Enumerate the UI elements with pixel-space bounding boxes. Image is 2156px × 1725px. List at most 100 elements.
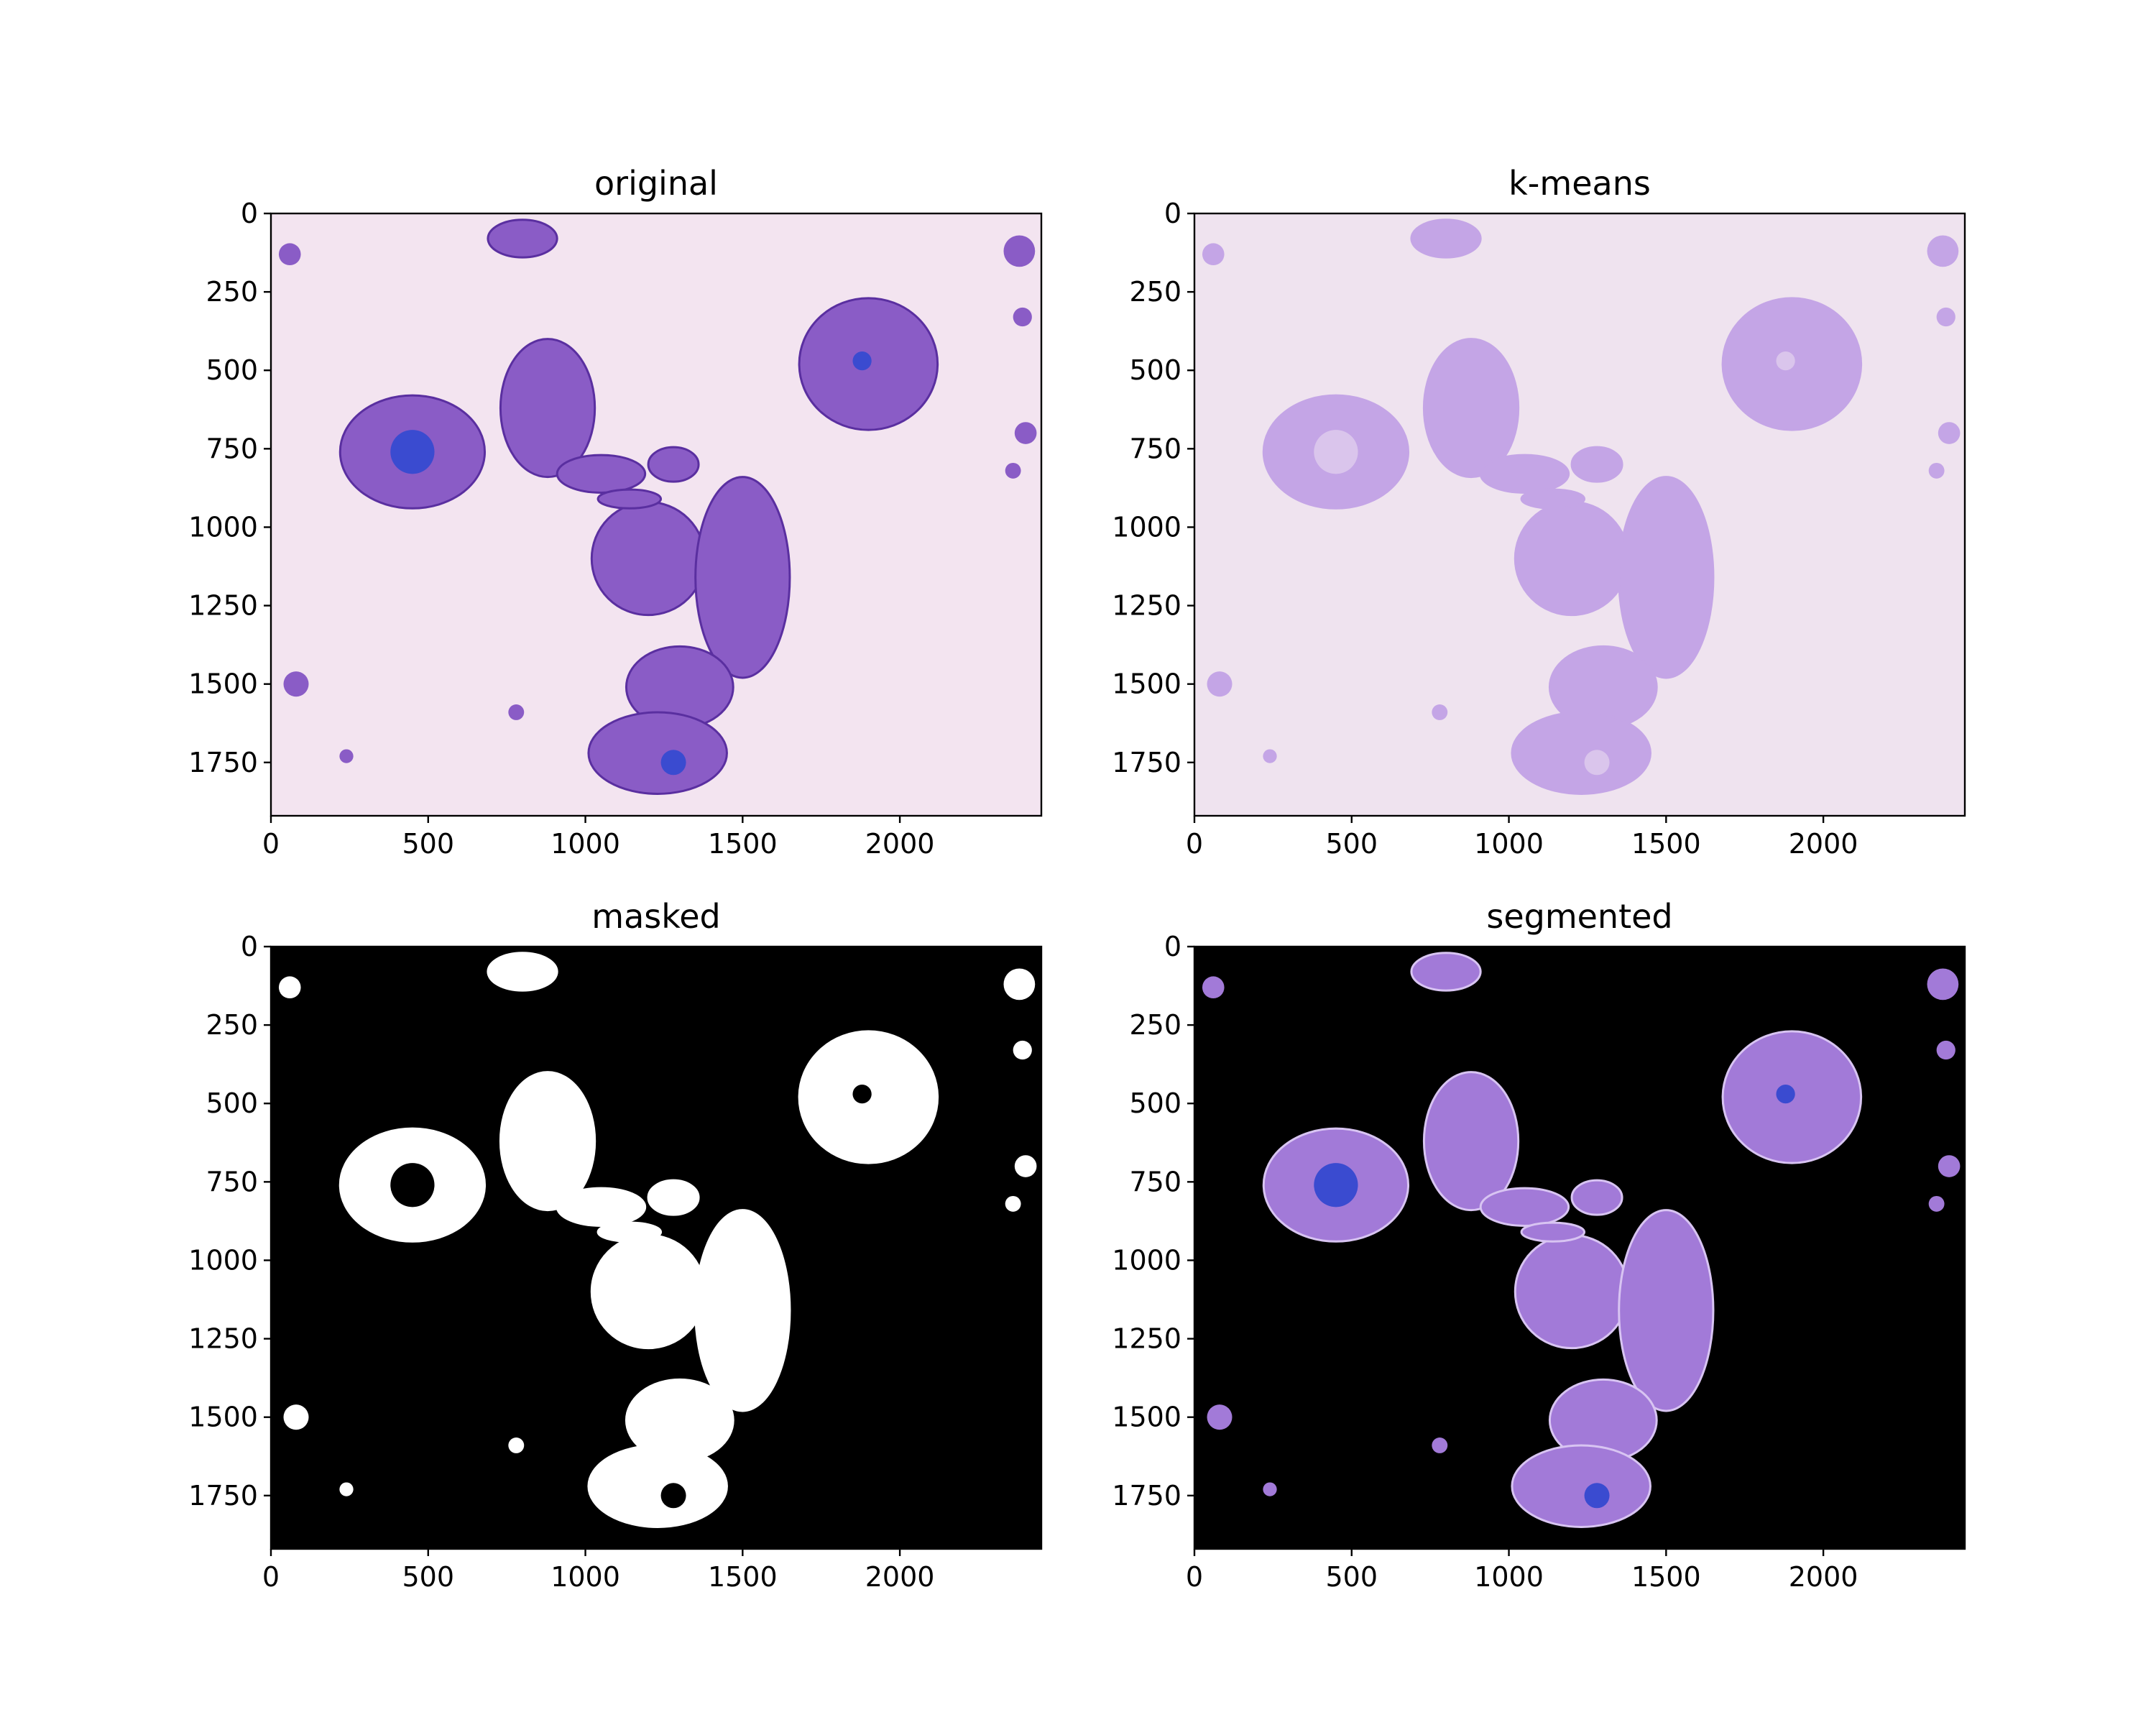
- segmented-tissue-region: [1422, 1071, 1520, 1212]
- segmented-y-tick-label: 1750: [1112, 1480, 1181, 1512]
- segmented-tissue-fragment: [1263, 1482, 1277, 1496]
- original-x-tick-label: 2000: [865, 828, 935, 860]
- kmeans-x-tick-label: 1000: [1474, 828, 1544, 860]
- masked-tissue-fragment: [1013, 1040, 1032, 1060]
- original-dense-spot: [660, 750, 686, 776]
- masked-y-tick-label: 1500: [188, 1402, 258, 1433]
- kmeans-x-tick-label: 500: [1326, 828, 1378, 860]
- original-image: [271, 213, 1041, 816]
- original-tissue-region: [647, 446, 700, 483]
- kmeans-tissue-region: [1422, 338, 1520, 479]
- masked-tissue-region: [487, 952, 558, 992]
- segmented-x-tick-label: 2000: [1789, 1561, 1858, 1593]
- kmeans-tissue-fragment: [1938, 422, 1961, 444]
- masked-x-tick-label: 1500: [708, 1561, 778, 1593]
- kmeans-tissue-region: [1479, 454, 1570, 494]
- masked-tissue-region: [596, 1221, 663, 1243]
- kmeans-y-tick-label: 1750: [1112, 747, 1181, 778]
- original-y-tick-label: 0: [241, 198, 258, 229]
- original-tissue-fragment: [1013, 307, 1032, 327]
- segmented-y-tick-label: 1500: [1112, 1402, 1181, 1433]
- original-tissue-fragment: [339, 749, 354, 763]
- segmented-title: segmented: [1486, 897, 1672, 936]
- masked-x-tick-label: 0: [262, 1561, 280, 1593]
- masked-title: masked: [591, 897, 720, 936]
- masked-tissue-fragment: [339, 1482, 354, 1496]
- kmeans-tissue-region: [1511, 711, 1651, 795]
- masked-y-tick-label: 500: [206, 1087, 258, 1119]
- masked-tissue-region: [587, 1444, 728, 1528]
- masked-tissue-region: [647, 1179, 700, 1216]
- original-x-tick-label: 0: [262, 828, 280, 860]
- kmeans-y-tick-label: 1000: [1112, 511, 1181, 543]
- masked-x-tick-label: 2000: [865, 1561, 935, 1593]
- segmented-y-tick-label: 250: [1129, 1009, 1181, 1041]
- kmeans-tissue-region: [1570, 446, 1623, 483]
- kmeans-x-tick-label: 1500: [1631, 828, 1701, 860]
- kmeans-title: k-means: [1508, 164, 1651, 203]
- kmeans-tissue-fragment: [1202, 243, 1225, 266]
- segmented-dense-spot: [1314, 1163, 1358, 1208]
- masked-dense-spot: [660, 1483, 686, 1509]
- original-tissue-fragment: [1014, 422, 1037, 444]
- segmented-dense-spot: [1584, 1483, 1610, 1509]
- kmeans-x-tick-label: 2000: [1789, 828, 1858, 860]
- panel-kmeans: k-means 0 500 1000 1500 2000 0 250 500 750 1000 125…: [1112, 164, 1966, 860]
- segmented-tissue-fragment: [1927, 968, 1959, 1000]
- original-tissue-region: [590, 501, 706, 617]
- segmented-dense-spot: [1776, 1085, 1795, 1104]
- masked-y-tick-label: 1750: [188, 1480, 258, 1512]
- panel-masked: masked 0 500 1000 1500 2000 0 250 500 750 1000 1250…: [188, 897, 1043, 1593]
- kmeans-y-tick-label: 750: [1129, 433, 1181, 464]
- panel-original: original 0 500 1000 1500 2000 0 250 500 750 1000 12…: [188, 164, 1043, 860]
- masked-tissue-region: [499, 1071, 596, 1212]
- segmented-y-tick-label: 0: [1164, 931, 1181, 962]
- masked-tissue-fragment: [1014, 1155, 1037, 1177]
- kmeans-tissue-fragment: [1432, 704, 1448, 720]
- kmeans-x-tick-label: 0: [1186, 828, 1203, 860]
- segmented-y-tick-label: 1000: [1112, 1244, 1181, 1276]
- original-tissue-fragment: [1003, 235, 1036, 267]
- kmeans-tissue-fragment: [1263, 749, 1277, 763]
- segmented-x-tick-label: 1500: [1631, 1561, 1701, 1593]
- segmented-tissue-region: [1618, 1209, 1715, 1412]
- segmented-tissue-region: [1520, 1221, 1586, 1243]
- masked-tissue-fragment: [508, 1438, 525, 1453]
- original-tissue-region: [694, 476, 791, 679]
- kmeans-tissue-fragment: [1207, 671, 1233, 697]
- segmented-tissue-region: [1410, 952, 1482, 992]
- original-x-tick-label: 1000: [550, 828, 620, 860]
- segmented-y-tick-label: 1250: [1112, 1323, 1181, 1355]
- kmeans-dense-spot: [1314, 430, 1358, 474]
- masked-x-tick-label: 500: [402, 1561, 455, 1593]
- kmeans-tissue-region: [1514, 501, 1630, 617]
- original-tissue-fragment: [278, 243, 301, 266]
- original-dense-spot: [390, 430, 435, 474]
- masked-tissue-region: [694, 1209, 791, 1412]
- segmented-tissue-fragment: [1936, 1040, 1955, 1060]
- masked-axes-frame: [270, 945, 1043, 1550]
- segmented-y-tick-label: 500: [1129, 1087, 1181, 1119]
- masked-dense-spot: [390, 1163, 435, 1208]
- masked-dense-spot: [852, 1085, 872, 1104]
- segmented-x-tick-label: 500: [1326, 1561, 1378, 1593]
- original-tissue-fragment: [283, 671, 309, 697]
- original-y-tick-label: 500: [206, 354, 258, 386]
- segmented-image: [1194, 947, 1965, 1549]
- original-tissue-fragment: [508, 704, 525, 720]
- kmeans-dense-spot: [1584, 750, 1610, 776]
- original-x-tick-label: 500: [402, 828, 455, 860]
- masked-y-tick-label: 750: [206, 1166, 258, 1197]
- masked-y-tick-label: 1250: [188, 1323, 258, 1355]
- segmented-x-tick-label: 1000: [1474, 1561, 1544, 1593]
- segmented-tissue-region: [1479, 1187, 1570, 1227]
- original-tissue-region: [499, 338, 596, 479]
- original-y-tick-label: 1500: [188, 668, 258, 700]
- segmented-y-tick-label: 750: [1129, 1166, 1181, 1197]
- masked-y-tick-label: 250: [206, 1009, 258, 1041]
- segmented-tissue-fragment: [1938, 1155, 1961, 1177]
- masked-tissue-fragment: [278, 976, 301, 999]
- masked-image: [271, 947, 1041, 1549]
- kmeans-tissue-region: [1410, 218, 1482, 259]
- segmented-tissue-region: [1511, 1444, 1651, 1528]
